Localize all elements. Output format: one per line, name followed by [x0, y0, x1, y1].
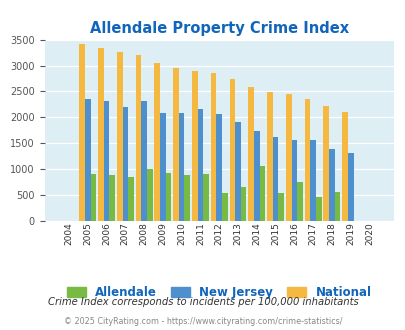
Bar: [141, 101, 147, 221]
Bar: [248, 87, 254, 221]
Bar: [109, 176, 115, 221]
Bar: [122, 107, 128, 221]
Bar: [173, 68, 179, 221]
Bar: [160, 113, 165, 221]
Bar: [272, 137, 278, 221]
Bar: [165, 173, 171, 221]
Bar: [328, 148, 334, 221]
Bar: [184, 175, 190, 221]
Bar: [254, 131, 259, 221]
Bar: [341, 112, 347, 221]
Bar: [98, 48, 103, 221]
Text: © 2025 CityRating.com - https://www.cityrating.com/crime-statistics/: © 2025 CityRating.com - https://www.city…: [64, 317, 341, 326]
Bar: [128, 177, 134, 221]
Bar: [197, 109, 203, 221]
Bar: [334, 191, 339, 221]
Title: Allendale Property Crime Index: Allendale Property Crime Index: [90, 21, 348, 36]
Bar: [315, 197, 321, 221]
Bar: [79, 44, 85, 221]
Bar: [90, 174, 96, 221]
Bar: [291, 140, 296, 221]
Bar: [85, 99, 90, 221]
Bar: [216, 114, 222, 221]
Bar: [179, 113, 184, 221]
Bar: [259, 166, 264, 221]
Bar: [240, 187, 246, 221]
Bar: [266, 92, 272, 221]
Bar: [222, 193, 227, 221]
Bar: [285, 93, 291, 221]
Bar: [203, 174, 209, 221]
Bar: [278, 193, 284, 221]
Legend: Allendale, New Jersey, National: Allendale, New Jersey, National: [62, 281, 375, 304]
Bar: [135, 55, 141, 221]
Text: Crime Index corresponds to incidents per 100,000 inhabitants: Crime Index corresponds to incidents per…: [47, 297, 358, 307]
Bar: [309, 140, 315, 221]
Bar: [147, 169, 152, 221]
Bar: [347, 153, 353, 221]
Bar: [323, 106, 328, 221]
Bar: [296, 182, 302, 221]
Bar: [210, 73, 216, 221]
Bar: [117, 51, 122, 221]
Bar: [234, 122, 240, 221]
Bar: [192, 71, 197, 221]
Bar: [103, 101, 109, 221]
Bar: [229, 79, 234, 221]
Bar: [154, 63, 160, 221]
Bar: [304, 99, 309, 221]
